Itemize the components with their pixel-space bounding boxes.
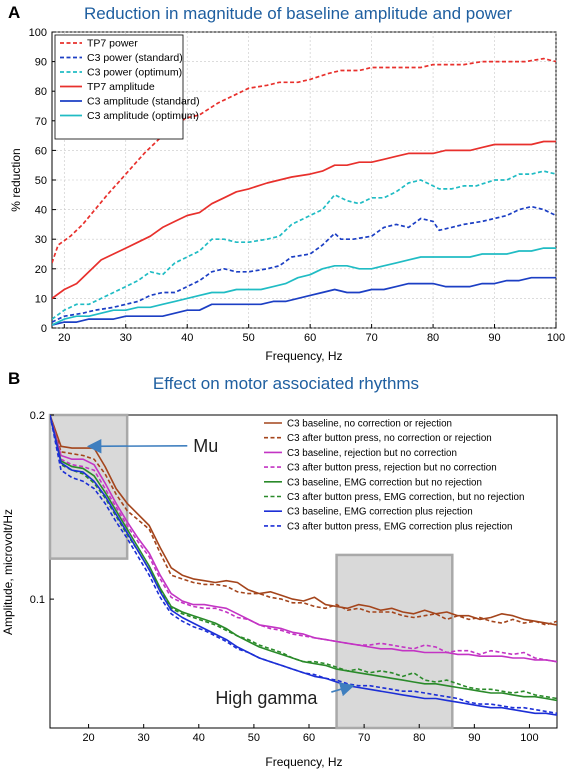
x-tick-label: 20 (82, 732, 94, 744)
panel-b-x-axis-label: Frequency, Hz (265, 755, 342, 769)
panel-a-y-axis-label: % reduction (9, 148, 23, 211)
y-tick-label: 70 (35, 116, 47, 128)
legend-label-1: TP7 power (87, 38, 138, 50)
y-tick-label: 80 (35, 86, 47, 98)
panel-a-label: A (8, 3, 20, 22)
legend-label-2: C3 after button press, no correction or … (287, 433, 492, 444)
y-tick-label: 50 (35, 175, 47, 187)
y-tick-label: 0 (41, 323, 47, 335)
panel-b-shaded-regions (48, 413, 454, 730)
series-line-8 (50, 415, 557, 715)
x-tick-label: 60 (303, 732, 315, 744)
annotation-label-2: High gamma (215, 688, 318, 708)
y-tick-label: 0.2 (30, 410, 45, 422)
panel-b: B Effect on motor associated rhythms 20 3… (1, 369, 558, 769)
legend-label-4: C3 after button press, rejection but no … (287, 463, 497, 474)
panel-b-annotations: Mu High gamma (86, 436, 355, 708)
x-tick-label: 60 (304, 332, 316, 344)
x-tick-label: 100 (547, 332, 565, 344)
panel-b-title: Effect on motor associated rhythms (153, 374, 419, 393)
series-line-2 (50, 415, 557, 626)
panel-a-series (52, 57, 556, 326)
x-tick-label: 90 (488, 332, 500, 344)
legend-label-1: C3 baseline, no correction or rejection (287, 419, 452, 430)
x-tick-label: 70 (358, 732, 370, 744)
series-line-2 (52, 205, 556, 323)
panel-b-plot-area (49, 414, 558, 729)
annotation-label-1: Mu (193, 436, 218, 456)
y-tick-label: 100 (29, 27, 47, 39)
x-tick-label: 70 (365, 332, 377, 344)
x-tick-label: 30 (138, 732, 150, 744)
x-tick-label: 50 (243, 332, 255, 344)
panel-a: A Reduction in magnitude of baseline amp… (8, 3, 565, 363)
legend-label-6: C3 amplitude (optimum) (87, 110, 199, 122)
legend-label-4: TP7 amplitude (87, 81, 155, 93)
legend-label-3: C3 baseline, rejection but no correction (287, 448, 457, 459)
shaded-region-1 (48, 413, 129, 560)
x-tick-label: 100 (520, 732, 538, 744)
legend-label-2: C3 power (standard) (87, 52, 183, 64)
legend-label-6: C3 after button press, EMG correction, b… (287, 492, 524, 503)
x-tick-label: 90 (468, 732, 480, 744)
series-line-1 (50, 415, 557, 626)
panel-b-label: B (8, 369, 20, 388)
series-line-1 (52, 57, 556, 264)
x-tick-label: 20 (58, 332, 70, 344)
series-line-4 (50, 415, 557, 663)
y-tick-label: 30 (35, 234, 47, 246)
series-line-4 (52, 140, 556, 300)
panel-a-title: Reduction in magnitude of baseline ampli… (84, 4, 512, 23)
panel-b-ticks: 20 30 40 50 60 70 80 90 100 0.1 0.2 (30, 410, 539, 744)
y-tick-label: 20 (35, 264, 47, 276)
legend-label-7: C3 baseline, EMG correction plus rejecti… (287, 507, 473, 518)
x-tick-label: 40 (181, 332, 193, 344)
shaded-region-2 (335, 553, 454, 730)
panel-a-legend: TP7 power C3 power (standard) C3 power (op… (60, 38, 200, 122)
panel-b-series (50, 415, 557, 716)
x-tick-label: 80 (413, 732, 425, 744)
series-line-3 (52, 170, 556, 320)
annotation-arrow-2 (331, 682, 355, 697)
x-tick-label: 80 (427, 332, 439, 344)
legend-label-5: C3 amplitude (standard) (87, 96, 200, 108)
y-tick-label: 90 (35, 57, 47, 69)
y-tick-label: 0.1 (30, 594, 45, 606)
series-line-3 (50, 415, 557, 663)
y-tick-label: 40 (35, 205, 47, 217)
panel-a-ticks: 20 30 40 50 60 70 80 90 100 0 10 20 30 40 50 60 70 80 90 10… (29, 27, 566, 344)
legend-label-3: C3 power (optimum) (87, 67, 182, 79)
y-tick-label: 60 (35, 145, 47, 157)
panel-b-y-axis-label: Amplitude, microvolt/Hz (1, 509, 15, 635)
x-tick-label: 50 (248, 732, 260, 744)
series-line-5 (52, 276, 556, 326)
panel-b-legend: C3 baseline, no correction or rejection C… (264, 419, 524, 532)
y-tick-label: 10 (35, 293, 47, 305)
x-tick-label: 30 (120, 332, 132, 344)
series-line-6 (52, 247, 556, 326)
panel-a-x-axis-label: Frequency, Hz (265, 349, 342, 363)
legend-label-5: C3 baseline, EMG correction but no rejec… (287, 477, 482, 488)
legend-label-8: C3 after button press, EMG correction pl… (287, 521, 512, 532)
x-tick-label: 40 (193, 732, 205, 744)
